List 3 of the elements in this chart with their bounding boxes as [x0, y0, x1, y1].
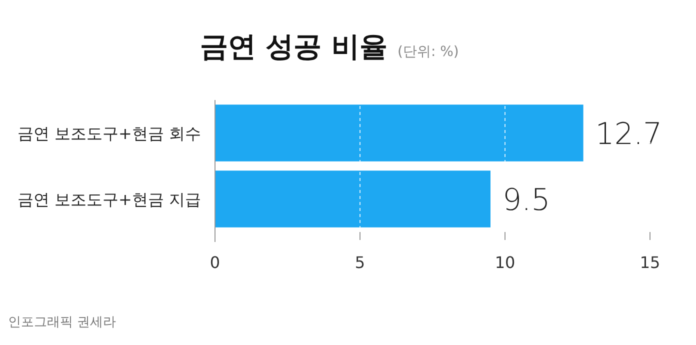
annotation: 인포그래픽 권세라	[8, 315, 116, 330]
title: 금연 성공 비율	[200, 30, 388, 63]
subtitle: (단위: %)	[398, 44, 459, 60]
